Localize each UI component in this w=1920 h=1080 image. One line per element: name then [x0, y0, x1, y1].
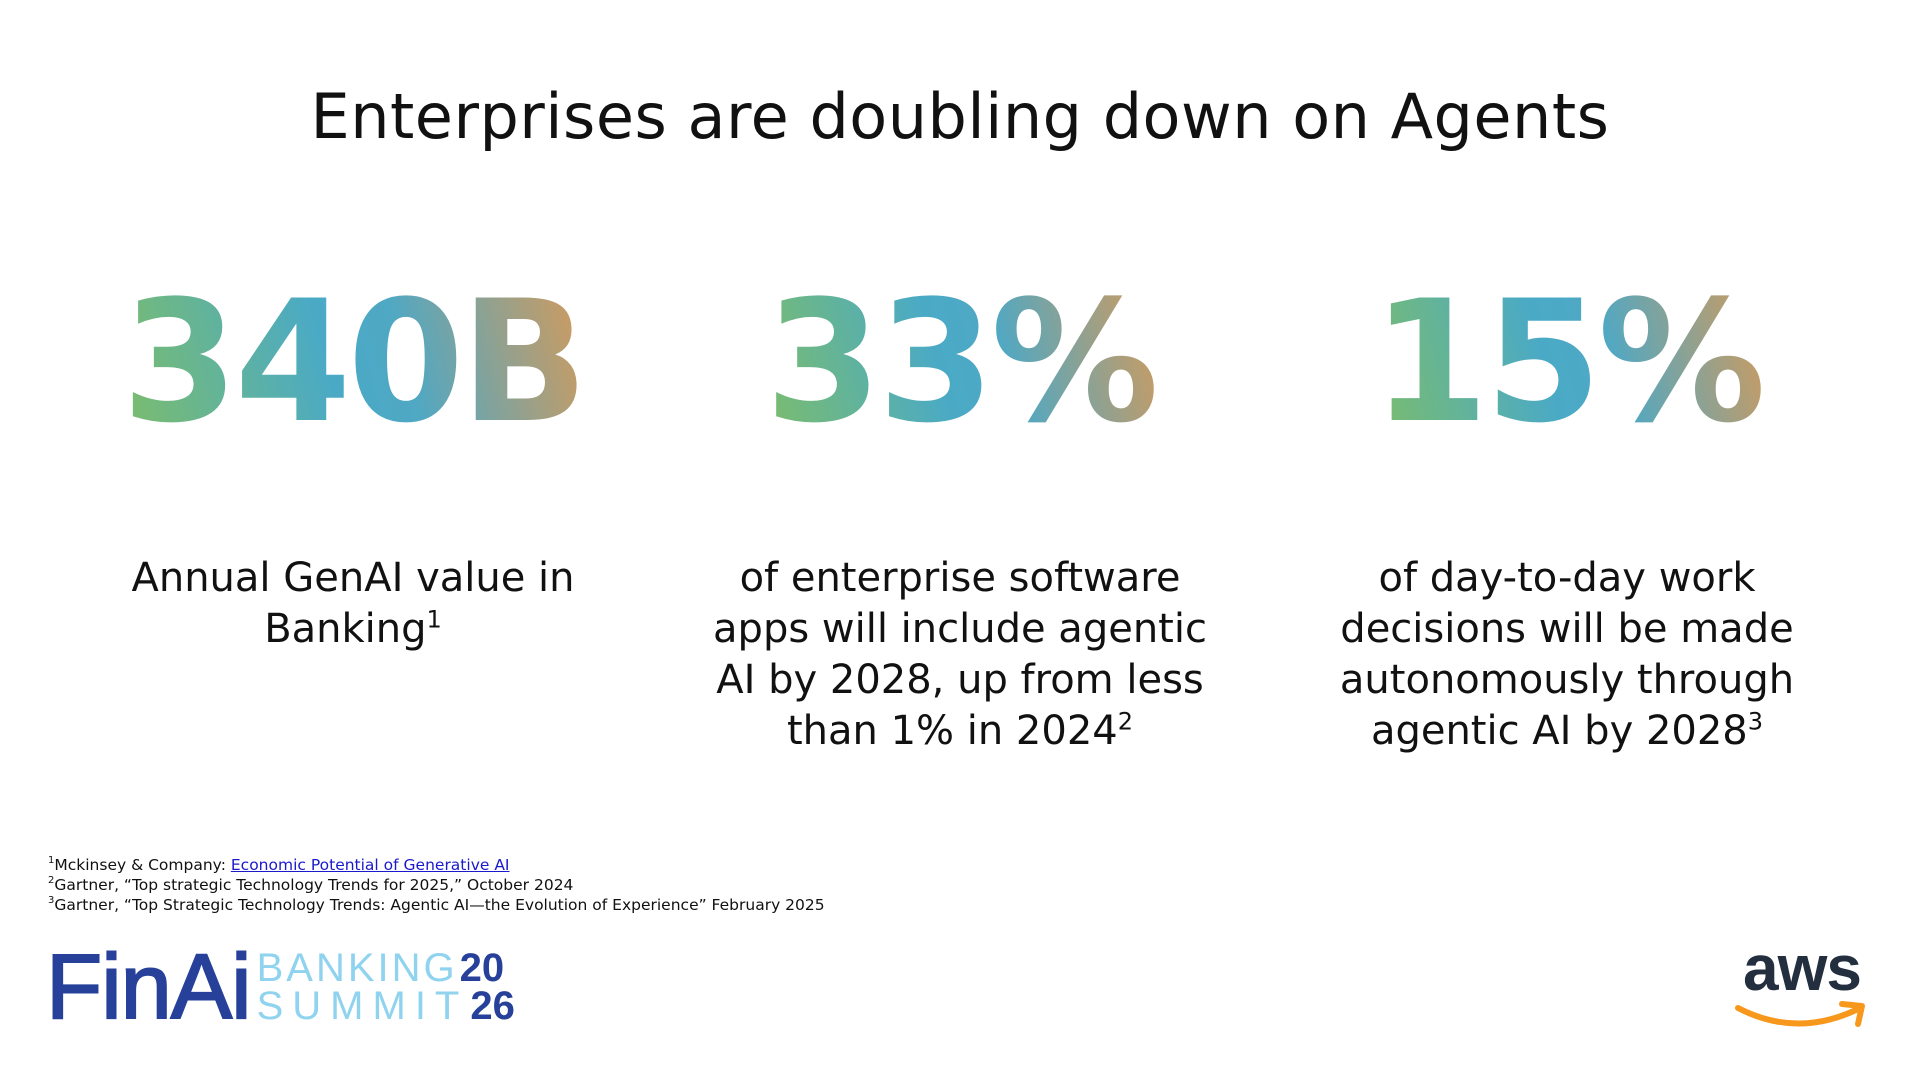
footnote-ref: 2: [1117, 707, 1134, 736]
stat-description: of enterprise software apps will include…: [670, 553, 1250, 757]
footnote-text: Gartner, “Top Strategic Technology Trend…: [54, 896, 825, 914]
footnote-text: Gartner, “Top strategic Technology Trend…: [54, 876, 574, 894]
footnote-link[interactable]: Economic Potential of Generative AI: [230, 856, 510, 874]
finai-banking-summit-logo: FinAi BANKING 20 SUMMIT 26: [45, 936, 515, 1038]
stat-autonomous-decisions: 15% of day-to-day work decisions will be…: [1277, 264, 1857, 757]
aws-logo: aws: [1734, 932, 1870, 1028]
stat-value: 15%: [1371, 264, 1766, 460]
stat-value: 340B: [121, 264, 589, 460]
logo-year2: 26: [470, 984, 515, 1028]
stat-description: Annual GenAI value in Banking1: [63, 553, 643, 655]
logo-line1: BANKING: [256, 946, 458, 990]
footnote-number: 3: [48, 895, 55, 906]
stat-description-text: of day-to-day work decisions will be mad…: [1339, 555, 1795, 754]
logo-year1: 20: [459, 946, 505, 990]
stat-banking-value: 340B Annual GenAI value in Banking1: [63, 264, 643, 655]
aws-smile-arrow-icon: [1735, 1001, 1865, 1027]
stat-description-text: Annual GenAI value in Banking: [131, 555, 575, 652]
footnote-ref: 3: [1747, 707, 1764, 736]
footnotes: 1Mckinsey & Company: Economic Potential …: [48, 855, 825, 915]
stat-value: 33%: [764, 264, 1159, 460]
logo-brand: FinAi: [45, 936, 253, 1038]
stat-enterprise-apps: 33% of enterprise software apps will inc…: [670, 264, 1250, 757]
footnote-text: Mckinsey & Company:: [54, 856, 231, 874]
footnote-2: 2Gartner, “Top strategic Technology Tren…: [48, 875, 825, 895]
slide-title: Enterprises are doubling down on Agents: [310, 80, 1610, 153]
logo-subtitle: BANKING 20 SUMMIT 26: [256, 946, 515, 1028]
logo-line2: SUMMIT: [256, 984, 469, 1028]
footnote-3: 3Gartner, “Top Strategic Technology Tren…: [48, 895, 825, 915]
footnote-number: 2: [48, 875, 55, 886]
footnote-1: 1Mckinsey & Company: Economic Potential …: [48, 855, 825, 875]
footnote-ref: 1: [426, 605, 442, 634]
footnote-number: 1: [48, 855, 55, 866]
stat-description-text: of enterprise software apps will include…: [713, 555, 1207, 754]
aws-logo-text: aws: [1743, 932, 1862, 1004]
stat-description: of day-to-day work decisions will be mad…: [1277, 553, 1857, 757]
